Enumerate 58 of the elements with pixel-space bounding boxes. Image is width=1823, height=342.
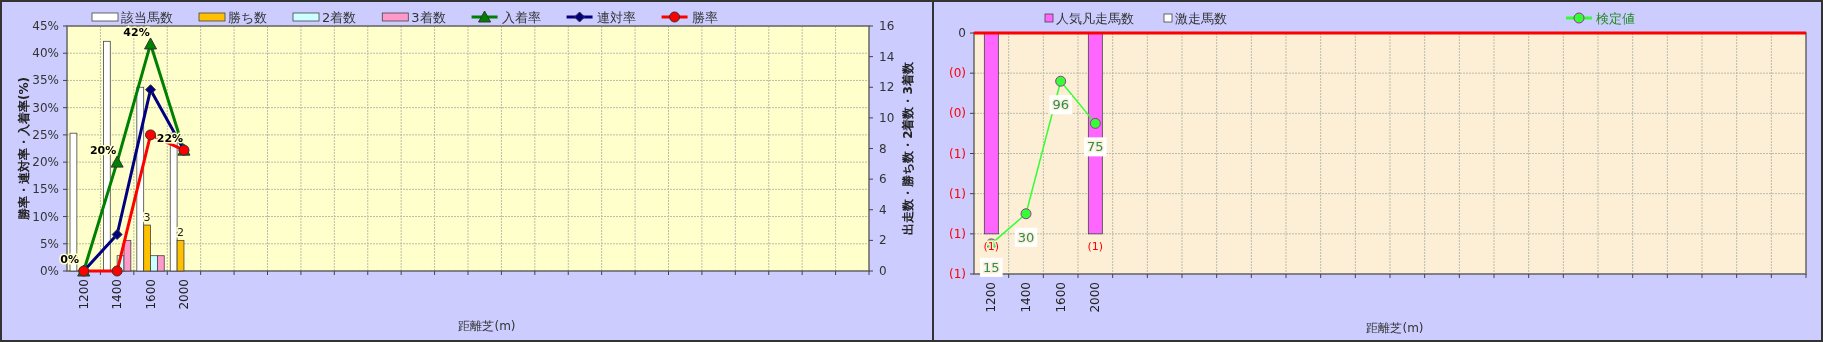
y2-tick-label: 14 [879, 49, 895, 64]
data-label: 75 [1087, 139, 1104, 155]
y2-tick-label: 12 [879, 80, 895, 95]
y2-tick-label: 0 [879, 264, 887, 278]
legend-label: 2着数 [322, 10, 357, 25]
y2-tick-label: 10 [879, 110, 895, 125]
data-label: 42% [123, 25, 150, 39]
y-tick-label: 40% [32, 46, 59, 61]
data-label: 0% [60, 253, 80, 266]
y-axis-title: 勝率・連対率・入着率(%) [17, 77, 31, 221]
y-tick-label: 20% [32, 155, 59, 170]
x-tick-label: 1200 [984, 282, 999, 313]
y-tick-label: (0) [949, 66, 966, 81]
x-tick-label: 2000 [176, 279, 191, 310]
y-tick-label: (1) [949, 226, 966, 241]
y-tick-label: 35% [32, 73, 59, 88]
y2-tick-label: 2 [879, 233, 887, 248]
y2-tick-label: 8 [879, 141, 887, 156]
y-tick-label: 15% [32, 182, 59, 197]
legend-label: 該当馬数 [121, 10, 173, 25]
legend-label: 勝率 [691, 10, 718, 25]
x-axis-title: 距離芝(m) [1366, 321, 1424, 335]
legend-label: 入着率 [501, 10, 541, 25]
x-tick-label: 2000 [1088, 282, 1103, 313]
x-tick-label: 1400 [1019, 282, 1033, 313]
y-tick-label: (0) [949, 106, 966, 121]
x-tick-label: 1200 [76, 279, 91, 310]
data-label: 96 [1052, 97, 1069, 113]
legend-label: 連対率 [596, 10, 636, 25]
x-tick-label: 1400 [110, 279, 125, 310]
y2-axis-title: 出走数・勝ち数・2着数・3着数 [901, 61, 915, 235]
legend-label: 人気凡走馬数 [1056, 11, 1134, 26]
y2-tick-label: 16 [879, 19, 895, 33]
data-label: (1) [983, 239, 1000, 253]
data-label: 15 [983, 259, 1000, 275]
x-tick-label: 1600 [143, 279, 158, 310]
y-tick-label: 25% [32, 127, 59, 142]
data-label: 2 [177, 226, 185, 240]
y2-tick-label: 6 [879, 172, 887, 187]
y-tick-label: (1) [949, 186, 966, 201]
y-tick-label: 10% [32, 209, 59, 224]
y2-tick-label: 4 [879, 202, 887, 217]
y-tick-label: (1) [949, 267, 966, 281]
y-tick-label: 5% [39, 236, 59, 251]
data-label: 3 [143, 211, 151, 225]
y-tick-label: 0 [958, 26, 966, 40]
legend-label: 勝ち数 [228, 10, 267, 25]
data-label: 30 [1017, 229, 1035, 245]
legend-label: 3着数 [411, 10, 446, 25]
x-tick-label: 1600 [1053, 282, 1068, 313]
data-label: (1) [1087, 239, 1104, 253]
y-tick-label: (1) [949, 146, 966, 161]
x-axis-title: 距離芝(m) [458, 319, 516, 333]
y-tick-label: 30% [32, 100, 59, 115]
y-tick-label: 45% [32, 19, 59, 33]
y-tick-label: 0% [39, 264, 59, 278]
legend-label: 激走馬数 [1175, 11, 1227, 26]
legend-label: 検定値 [1596, 11, 1635, 26]
